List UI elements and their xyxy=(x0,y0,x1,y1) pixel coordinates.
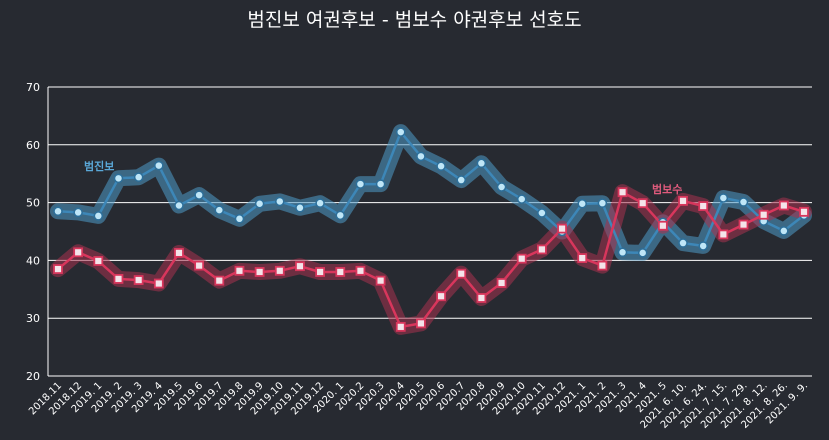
data-point xyxy=(496,278,507,288)
data-point xyxy=(53,264,63,274)
y-tick-label: 20 xyxy=(26,370,40,383)
data-point xyxy=(738,197,749,207)
data-point xyxy=(315,267,326,277)
data-point xyxy=(234,265,245,276)
data-point xyxy=(637,198,648,209)
series-band-1 xyxy=(50,184,812,335)
data-point xyxy=(73,247,84,258)
data-point xyxy=(295,261,305,272)
series-label-jinbo: 범진보 xyxy=(84,159,114,173)
data-point xyxy=(133,172,144,182)
data-point xyxy=(93,211,104,221)
series-band-0 xyxy=(50,124,812,261)
data-point xyxy=(718,193,729,203)
data-point xyxy=(214,205,225,215)
data-point xyxy=(416,318,426,329)
data-point xyxy=(678,238,688,248)
data-point xyxy=(637,248,648,258)
data-point xyxy=(174,200,184,211)
data-point xyxy=(254,199,265,209)
data-point xyxy=(295,203,305,213)
data-point xyxy=(537,208,547,218)
data-point xyxy=(678,195,688,206)
data-point xyxy=(396,127,406,137)
data-point xyxy=(214,275,225,286)
data-point xyxy=(194,190,204,200)
data-point xyxy=(718,229,729,240)
data-point xyxy=(496,182,507,192)
data-point xyxy=(53,206,63,217)
data-point xyxy=(335,267,346,277)
series-label-bosu: 범보수 xyxy=(652,182,682,196)
y-axis: 20 30 40 50 60 70 xyxy=(26,81,40,383)
data-point xyxy=(799,206,809,217)
y-tick-label: 60 xyxy=(26,139,40,152)
data-point xyxy=(174,247,184,258)
data-point xyxy=(113,273,124,284)
grid-lines xyxy=(47,86,812,377)
data-point xyxy=(597,260,608,271)
y-tick-label: 30 xyxy=(26,312,40,325)
data-point xyxy=(516,194,527,204)
data-point xyxy=(254,267,265,277)
data-point xyxy=(476,158,487,169)
data-point xyxy=(133,275,144,285)
y-tick-label: 40 xyxy=(26,254,40,267)
data-point xyxy=(779,226,789,236)
data-point xyxy=(536,244,547,255)
data-point xyxy=(355,179,366,189)
data-point xyxy=(416,151,426,162)
data-point xyxy=(274,265,285,276)
data-point xyxy=(698,201,709,211)
data-point xyxy=(395,321,406,332)
data-point xyxy=(275,196,285,207)
data-point xyxy=(476,293,487,303)
data-point xyxy=(456,268,467,279)
y-tick-label: 50 xyxy=(26,197,40,210)
data-point xyxy=(617,187,628,198)
data-point xyxy=(778,200,789,211)
data-point xyxy=(73,207,83,218)
data-point xyxy=(154,160,164,171)
data-point xyxy=(93,256,104,266)
series-labels: 범진보 범보수 xyxy=(84,159,682,196)
data-point xyxy=(153,278,164,289)
data-point xyxy=(113,173,124,184)
data-point xyxy=(617,247,628,258)
data-point xyxy=(436,161,446,171)
data-point xyxy=(355,265,366,276)
data-point xyxy=(557,223,567,234)
data-point xyxy=(375,275,386,286)
data-point xyxy=(456,175,466,185)
data-point xyxy=(335,210,346,221)
data-point xyxy=(516,253,527,264)
data-point xyxy=(436,291,446,302)
data-point xyxy=(577,199,587,209)
data-point xyxy=(234,214,245,224)
data-point xyxy=(315,198,325,208)
series-points xyxy=(53,127,809,332)
data-point xyxy=(597,198,608,208)
data-point xyxy=(758,209,769,220)
data-point xyxy=(375,179,386,189)
chart-title: 범진보 여권후보 - 범보수 야권후보 선호도 xyxy=(247,9,581,31)
data-point xyxy=(577,253,588,263)
y-tick-label: 70 xyxy=(26,81,40,94)
data-point xyxy=(657,220,668,231)
data-point xyxy=(194,260,205,271)
data-point xyxy=(698,241,708,251)
data-point xyxy=(738,219,749,230)
